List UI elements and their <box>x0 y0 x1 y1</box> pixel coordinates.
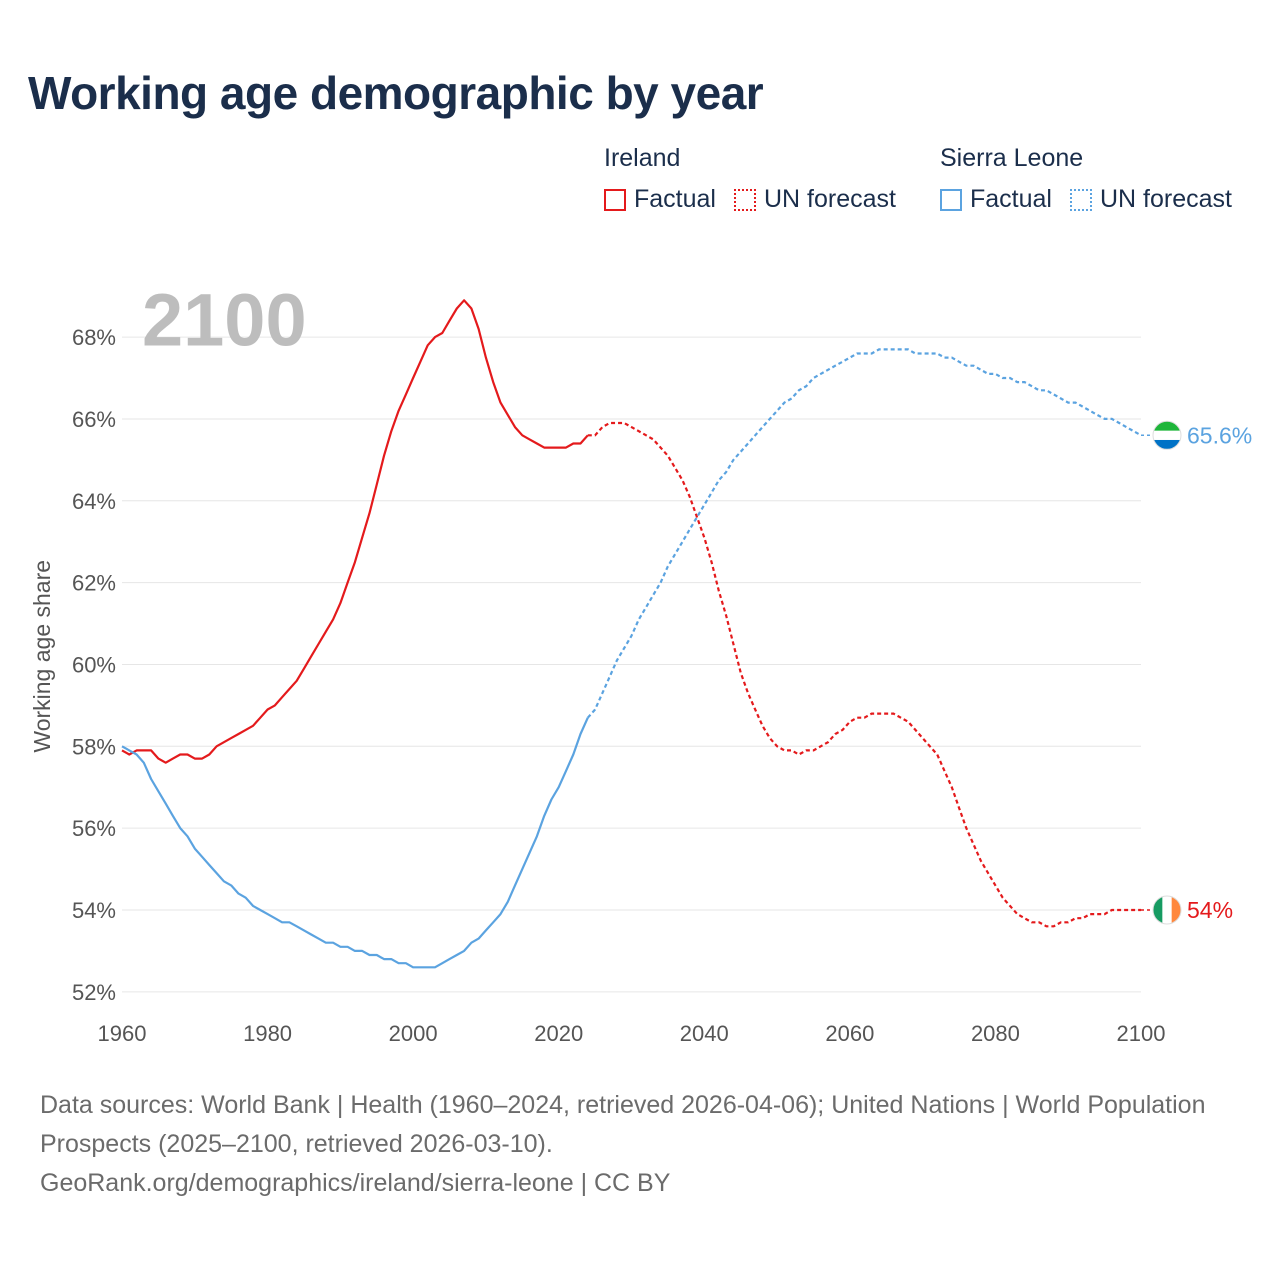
y-tick-label: 56% <box>72 816 116 841</box>
legend-ireland-factual[interactable]: Factual <box>604 185 716 214</box>
y-tick-label: 54% <box>72 898 116 923</box>
x-tick-label: 2020 <box>534 1021 583 1046</box>
x-tick-label: 1960 <box>98 1021 147 1046</box>
x-tick-label: 2100 <box>1117 1021 1166 1046</box>
legend-ireland-title: Ireland <box>604 144 681 172</box>
source-link[interactable]: GeoRank.org/demographics/ireland/sierra-… <box>40 1169 671 1197</box>
ireland-flag-icon <box>1153 895 1181 924</box>
ireland-end-value-label: 54% <box>1187 897 1233 923</box>
chart-title: Working age demographic by year <box>28 67 764 119</box>
legend-sierra-leone-factual-swatch <box>940 188 962 211</box>
sierra-leone-forecast-line[interactable] <box>586 348 1142 719</box>
x-tick-label: 2040 <box>680 1021 729 1046</box>
x-tick-label: 1980 <box>243 1021 292 1046</box>
legend-sierra-leone-forecast-label: UN forecast <box>1099 185 1232 213</box>
x-tick-label: 2060 <box>825 1021 874 1046</box>
x-tick-label: 2080 <box>971 1021 1020 1046</box>
data-sources: Data sources: World Bank | Health (1960–… <box>40 1091 1206 1158</box>
legend-ireland-forecast-swatch <box>733 188 756 211</box>
y-tick-label: 64% <box>72 489 116 514</box>
ireland-flag-outline <box>1152 895 1182 925</box>
sierra-leone-flag-outline <box>1152 420 1182 450</box>
series-end-markers: 54% 65.6% <box>1141 420 1252 925</box>
sierra-leone-end-value-label: 65.6% <box>1187 422 1252 448</box>
y-axis-ticks: 52% 54% 56% 58% 60% 62% 64% 66% 68% <box>72 325 116 1005</box>
y-tick-label: 62% <box>72 571 116 596</box>
y-tick-label: 66% <box>72 407 116 432</box>
legend-sierra-leone-forecast-swatch <box>1069 188 1092 211</box>
line-chart: 52% 54% 56% 58% 60% 62% 64% 66% 68% 1960 1980 2000… <box>29 278 1252 1046</box>
legend-sierra-leone-forecast[interactable]: UN forecast <box>1069 185 1232 214</box>
legend-sierra-leone-title: Sierra Leone <box>940 144 1084 172</box>
current-year-label: 2100 <box>142 278 307 361</box>
x-tick-label: 2000 <box>389 1021 438 1046</box>
ireland-forecast-line[interactable] <box>587 421 1141 928</box>
legend-sierra-leone-factual[interactable]: Factual <box>940 185 1052 214</box>
legend-sierra-leone-factual-label: Factual <box>970 185 1052 213</box>
legend-ireland-forecast[interactable]: UN forecast <box>733 185 896 214</box>
legend-ireland-forecast-label: UN forecast <box>763 185 896 213</box>
y-tick-label: 52% <box>72 980 116 1005</box>
legend-ireland: Ireland Factual UN forecast <box>604 144 896 214</box>
grid-lines <box>122 336 1141 993</box>
footer: Data sources: World Bank | Health (1960–… <box>40 1086 1240 1203</box>
series-lines <box>121 299 1142 969</box>
y-tick-label: 68% <box>72 325 116 350</box>
y-tick-label: 58% <box>72 734 116 759</box>
legend-ireland-factual-label: Factual <box>634 185 716 213</box>
legend-sierra-leone: Sierra Leone Factual UN forecast <box>940 144 1232 214</box>
y-axis-title: Working age share <box>29 560 55 753</box>
y-tick-label: 60% <box>72 652 116 677</box>
ireland-factual-line[interactable] <box>121 299 589 764</box>
legend-ireland-factual-swatch <box>604 188 626 211</box>
x-axis-ticks: 1960 1980 2000 2020 2040 2060 2080 2100 <box>98 1021 1166 1046</box>
sierra-leone-flag-icon <box>1153 421 1181 450</box>
sierra-leone-factual-line[interactable] <box>121 717 589 969</box>
